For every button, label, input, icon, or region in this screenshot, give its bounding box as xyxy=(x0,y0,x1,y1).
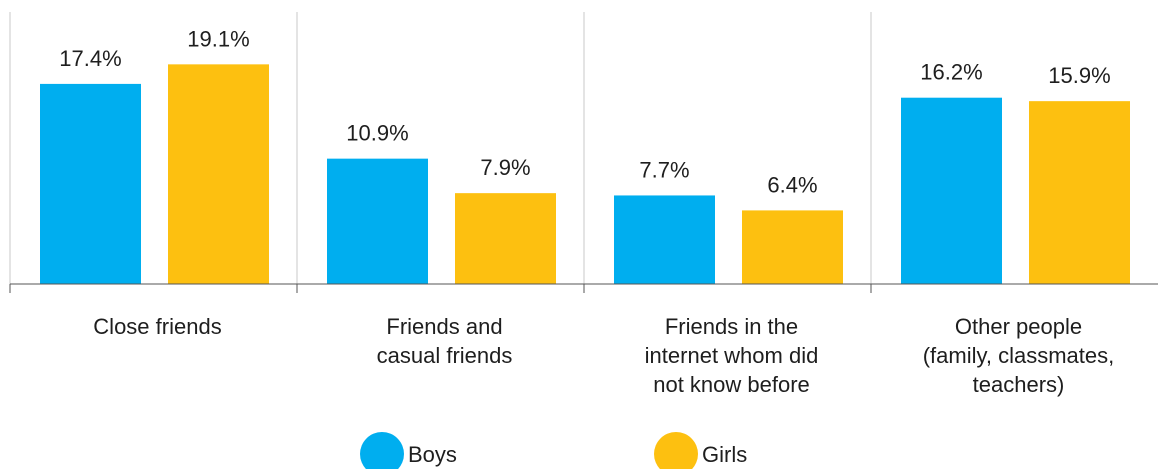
category-label-line: casual friends xyxy=(377,343,513,368)
category-label-0: Close friends xyxy=(93,314,221,339)
data-label-boys-0: 17.4% xyxy=(59,46,121,71)
legend-swatch-girls xyxy=(654,432,698,469)
category-label-line: internet whom did xyxy=(645,343,819,368)
category-label-line: Friends and xyxy=(386,314,502,339)
category-label-line: Other people xyxy=(955,314,1082,339)
data-label-boys-3: 16.2% xyxy=(920,60,982,85)
value-labels-group: 17.4% 10.9% 7.7% 16.2% 19.1% 7.9% 6.4% 15.9% xyxy=(59,26,1110,197)
legend-label-girls: Girls xyxy=(702,442,747,467)
category-labels-group: Close friends Friends and casual friendsFr… xyxy=(93,314,1114,397)
category-label-2: Friends in the internet whom did not know … xyxy=(645,314,819,397)
category-label-line: Close friends xyxy=(93,314,221,339)
bar-girls-1 xyxy=(455,193,556,284)
category-label-3: Other people (family, classmates, teachers… xyxy=(923,314,1115,397)
legend: Boys Girls xyxy=(360,432,747,469)
data-label-girls-0: 19.1% xyxy=(187,26,249,51)
category-label-1: Friends and casual friends xyxy=(377,314,513,368)
data-label-girls-3: 15.9% xyxy=(1048,63,1110,88)
category-label-line: teachers) xyxy=(973,372,1065,397)
bars-group xyxy=(40,64,1130,285)
category-label-line: (family, classmates, xyxy=(923,343,1115,368)
bar-girls-3 xyxy=(1029,101,1130,285)
data-label-girls-1: 7.9% xyxy=(480,155,530,180)
data-label-boys-2: 7.7% xyxy=(639,157,689,182)
bar-boys-3 xyxy=(901,97,1002,284)
legend-swatch-boys xyxy=(360,432,404,469)
category-separators xyxy=(9,12,872,284)
x-axis-ticks xyxy=(9,284,872,293)
data-label-girls-2: 6.4% xyxy=(767,172,817,197)
bar-boys-2 xyxy=(614,195,715,284)
data-label-boys-1: 10.9% xyxy=(346,121,408,146)
bar-girls-2 xyxy=(742,210,843,284)
category-label-line: Friends in the xyxy=(665,314,798,339)
bar-girls-0 xyxy=(168,64,269,284)
category-label-line: not know before xyxy=(653,372,810,397)
bar-boys-1 xyxy=(327,158,428,284)
bar-boys-0 xyxy=(40,83,141,285)
legend-label-boys: Boys xyxy=(408,442,457,467)
